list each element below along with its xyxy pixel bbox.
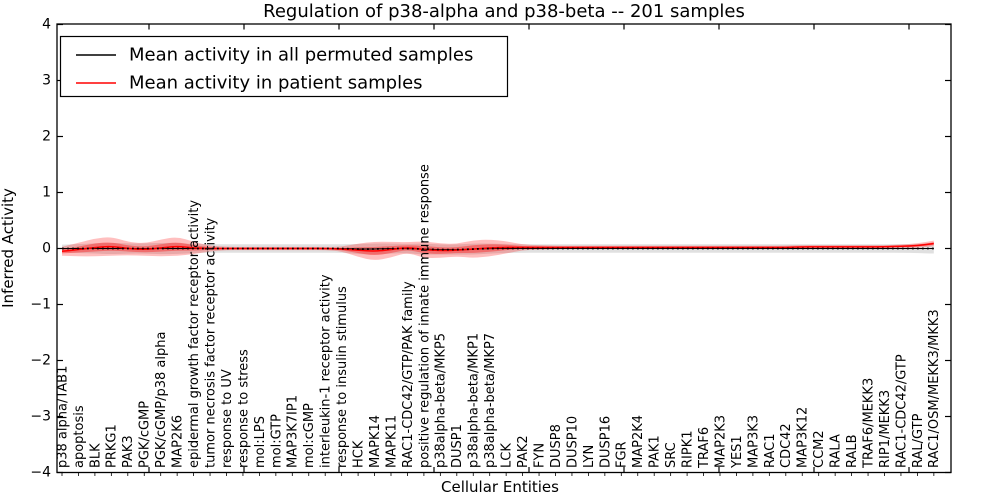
entity-label: epidermal growth factor receptor activit… (187, 200, 202, 468)
entity-label: LYN (582, 445, 597, 468)
entity-label: MAP2K3 (713, 415, 728, 468)
x-axis-label: Cellular Entities (441, 478, 559, 496)
y-tick-label: 4 (42, 17, 51, 33)
entity-label: MAP2K6 (171, 415, 186, 468)
entity-label: p38 alpha/TAB1 (55, 366, 70, 468)
entity-label: CCM2 (812, 430, 827, 468)
entity-label: response to insulin stimulus (335, 286, 350, 468)
y-tick-label: −1 (30, 297, 51, 313)
entity-label: apoptosis (72, 405, 87, 468)
entity-label: CDC42 (779, 423, 794, 468)
x-axis-entity-labels: p38 alpha/TAB1 apoptosis BLK PRKG1 PAK3 PGK/c… (55, 164, 942, 469)
entity-label: interleukin-1 receptor activity (319, 274, 334, 468)
entity-label: RIP1/MEKK3 (878, 390, 893, 468)
y-tick-label: 3 (42, 73, 51, 89)
entity-label: tumor necrosis factor receptor activity (203, 217, 218, 468)
entity-label: PGK/cGMP (138, 401, 153, 468)
entity-label: RALA (829, 434, 844, 468)
entity-label: YES1 (730, 435, 745, 469)
entity-label: positive regulation of innate immune res… (417, 164, 432, 468)
permuted-mean-dotted-line (62, 247, 934, 251)
entity-label: RALB (845, 434, 860, 468)
entity-label: p38alpha-beta/MKP7 (483, 333, 498, 468)
entity-label: PAK1 (648, 435, 663, 468)
series-lines (61, 242, 934, 253)
chart-title: Regulation of p38-alpha and p38-beta -- … (263, 1, 745, 22)
entity-label: DUSP1 (450, 424, 465, 468)
entity-label: RAC1 (763, 433, 778, 468)
legend: Mean activity in all permuted samples Me… (59, 35, 509, 98)
entity-label: SRC (664, 442, 679, 468)
entity-label: RAC1/OSM/MEKK3/MKK3 (927, 309, 942, 468)
entity-label: mol:cGMP (302, 403, 317, 468)
x-axis-ticks (61, 24, 935, 476)
entity-label: p38alpha-beta/MKP1 (467, 333, 482, 468)
entity-label: MAPK14 (368, 415, 383, 468)
y-axis-label: Inferred Activity (0, 188, 17, 308)
y-tick-label: −2 (30, 353, 51, 369)
y-tick-label: 1 (42, 185, 51, 201)
entity-label: RIPK1 (681, 430, 696, 468)
entity-label: DUSP16 (598, 416, 613, 468)
entity-label: response to UV (220, 369, 235, 468)
entity-label: MAPK11 (384, 415, 399, 468)
entity-label: RAC1-CDC42/GTP/PAK family (401, 281, 416, 468)
legend-label-patient: Mean activity in patient samples (129, 73, 423, 94)
y-tick-label: −3 (30, 409, 51, 425)
entity-label: RAL/GTP (911, 413, 926, 468)
entity-label: FGR (615, 441, 630, 468)
entity-label: TRAF6 (697, 427, 712, 469)
entity-label: PRKG1 (105, 424, 120, 468)
entity-label: MAP3K12 (796, 407, 811, 468)
entity-label: MAP2K4 (631, 415, 646, 468)
entity-label: mol:LPS (253, 416, 268, 468)
y-tick-label: 2 (42, 129, 51, 145)
entity-label: MAP3K7IP1 (286, 395, 301, 468)
entity-label: mol:GTP (269, 414, 284, 468)
entity-label: PAK3 (121, 435, 136, 468)
y-tick-label: 0 (42, 241, 51, 257)
entity-label: BLK (88, 443, 103, 468)
entity-label: PGK/cGMP/p38 alpha (154, 332, 169, 468)
entity-label: p38alpha-beta/MKP5 (434, 333, 449, 468)
entity-label: DUSP8 (549, 424, 564, 468)
legend-label-permuted: Mean activity in all permuted samples (129, 45, 473, 66)
entity-label: response to stress (236, 349, 251, 468)
entity-label: HCK (352, 440, 367, 468)
y-tick-label: −4 (30, 465, 51, 481)
legend-box (59, 35, 509, 98)
entity-label: LCK (500, 443, 515, 468)
entity-label: RAC1-CDC42/GTP (894, 354, 909, 468)
entity-label: TRAF6/MEKK3 (861, 378, 876, 469)
y-axis-ticks: −4 −3 −2 −1 0 1 2 3 4 (30, 17, 951, 481)
entity-label: MAP3K3 (746, 415, 761, 468)
entity-label: DUSP10 (565, 416, 580, 468)
entity-label: PAK2 (516, 435, 531, 468)
entity-label: FYN (532, 443, 547, 468)
